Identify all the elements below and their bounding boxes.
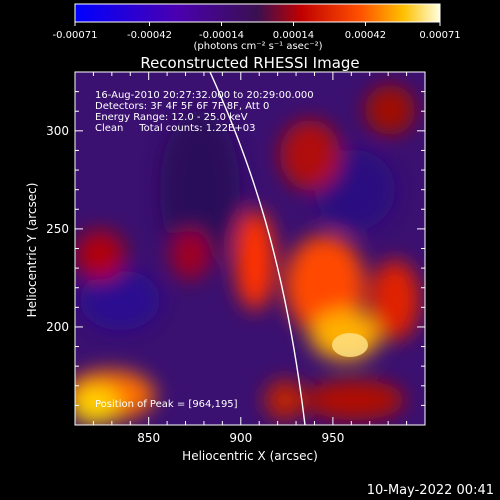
annotation-energy: Energy Range: 12.0 - 25.0 keV xyxy=(95,112,248,123)
colorbar: -0.00071 -0.00042 -0.00014 0.00014 0.00042 0.… xyxy=(53,3,461,52)
peak-position-label: Position of Peak = [964,195] xyxy=(95,399,238,410)
x-tick-label: 900 xyxy=(229,431,252,445)
axes: 850 900 950 200 250 300 xyxy=(46,71,426,445)
colorbar-frame xyxy=(74,3,441,23)
colorbar-tick-label: 0.00071 xyxy=(419,30,460,41)
footer-timestamp: 10-May-2022 00:41 xyxy=(367,483,494,498)
colorbar-tick-label: 0.00014 xyxy=(273,30,314,41)
peak-emission xyxy=(332,333,368,357)
colorbar-tick-label: 0.00042 xyxy=(345,30,386,41)
y-tick-label: 200 xyxy=(46,320,69,334)
annotation-time: 16-Aug-2010 20:27:32.000 to 20:29:00.000 xyxy=(95,90,314,101)
y-tick-label: 300 xyxy=(46,124,69,138)
annotation-clean: Clean Total counts: 1.22E+03 xyxy=(95,123,255,134)
colorbar-tick-label: -0.00071 xyxy=(53,30,98,41)
solar-limb xyxy=(209,72,306,425)
y-tick-label: 250 xyxy=(46,222,69,236)
colorbar-unit-label: (photons cm⁻² s⁻¹ asec⁻²) xyxy=(193,41,322,52)
colorbar-gradient xyxy=(75,4,440,22)
colorbar-tick-label: -0.00042 xyxy=(127,30,172,41)
annotation-block: 16-Aug-2010 20:27:32.000 to 20:29:00.000… xyxy=(95,90,314,134)
x-axis-label: Heliocentric X (arcsec) xyxy=(182,449,318,463)
chart-title: Reconstructed RHESSI Image xyxy=(140,54,359,72)
heatmap-image xyxy=(75,72,420,425)
x-tick-label: 850 xyxy=(137,431,160,445)
plot-area: 850 900 950 200 250 300 xyxy=(46,71,426,445)
x-tick-label: 950 xyxy=(321,431,344,445)
y-axis-label: Heliocentric Y (arcsec) xyxy=(25,183,39,318)
colorbar-ticks: -0.00071 -0.00042 -0.00014 0.00014 0.00042 0.… xyxy=(53,22,461,41)
colorbar-tick-label: -0.00014 xyxy=(199,30,244,41)
annotation-detectors: Detectors: 3F 4F 5F 6F 7F 8F, Att 0 xyxy=(95,101,269,112)
